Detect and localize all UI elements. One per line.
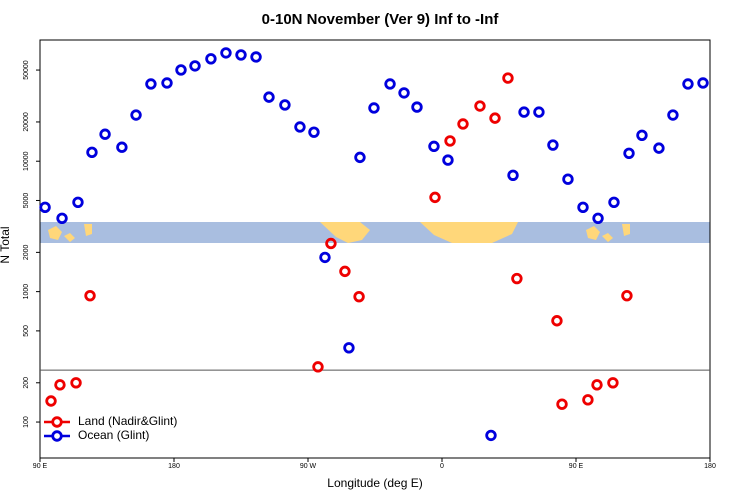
point [489, 112, 501, 124]
y-axis-label: N Total [0, 226, 12, 263]
map-strip [40, 222, 710, 243]
y-tick-label: 10000 [23, 151, 30, 171]
point [608, 196, 620, 209]
y-tick-label: 50000 [23, 60, 30, 80]
point [343, 342, 355, 354]
point [250, 51, 262, 63]
point [547, 139, 559, 151]
point [54, 379, 66, 391]
point [621, 289, 633, 302]
point [130, 109, 142, 121]
point [56, 212, 68, 224]
point [429, 191, 441, 204]
point [116, 141, 128, 153]
point [339, 265, 351, 278]
y-tick-label: 20000 [23, 112, 30, 132]
legend-marker [51, 430, 63, 442]
legend-label: Land (Nadir&Glint) [78, 414, 177, 428]
y-tick-label: 1000 [23, 284, 30, 300]
point [636, 129, 648, 142]
point [518, 106, 530, 118]
point [551, 315, 563, 327]
point [384, 78, 396, 90]
x-tick-label: 90 W [300, 463, 317, 470]
point [325, 237, 337, 250]
point [502, 72, 514, 84]
point [353, 290, 365, 303]
point [99, 128, 111, 140]
point [398, 87, 410, 99]
point [457, 118, 469, 130]
point [511, 272, 523, 285]
point [442, 154, 454, 166]
point [161, 77, 173, 89]
point [220, 47, 232, 59]
point [607, 377, 619, 389]
point [444, 135, 456, 147]
map-ocean [40, 222, 710, 243]
point [70, 377, 82, 389]
point [72, 196, 84, 209]
point [682, 78, 694, 90]
x-tick-label: 180 [704, 463, 716, 470]
y-tick-label: 200 [23, 377, 30, 389]
point [591, 379, 603, 391]
point [263, 91, 275, 103]
point [45, 395, 57, 407]
point [308, 126, 320, 138]
point [319, 251, 331, 264]
x-tick-label: 90 E [33, 463, 48, 470]
point [577, 201, 589, 214]
point [474, 100, 486, 112]
x-axis-label: Longitude (deg E) [327, 476, 422, 490]
point [562, 173, 574, 185]
point [623, 147, 635, 159]
y-tick-label: 5000 [23, 193, 30, 209]
point [84, 289, 96, 302]
point [145, 78, 157, 90]
point [485, 429, 497, 442]
x-tick-label: 0 [440, 463, 444, 470]
map-land [420, 222, 518, 243]
point [592, 212, 604, 224]
map-land [586, 224, 630, 242]
point [697, 77, 709, 89]
point [533, 106, 545, 118]
point [205, 53, 217, 65]
point [354, 151, 366, 164]
legend-label: Ocean (Glint) [78, 428, 149, 442]
point [582, 394, 594, 406]
point [294, 121, 306, 133]
y-tick-label: 100 [23, 416, 30, 428]
plot-frame [39, 39, 711, 459]
point [653, 142, 665, 154]
map-land [320, 222, 370, 243]
y-tick-label: 2000 [23, 244, 30, 260]
map-land [48, 224, 92, 242]
y-tick-label: 500 [23, 325, 30, 337]
x-tick-label: 90 E [569, 463, 584, 470]
point [428, 140, 440, 153]
point [411, 101, 423, 113]
point [667, 109, 679, 121]
point [86, 146, 98, 159]
point [39, 201, 51, 214]
point [556, 398, 568, 410]
x-tick-label: 180 [168, 463, 180, 470]
point [175, 64, 187, 76]
point [235, 49, 247, 61]
point [368, 102, 380, 114]
point [189, 60, 201, 72]
chart-title: 0-10N November (Ver 9) Inf to -Inf [262, 11, 500, 28]
point [507, 169, 519, 181]
point [279, 99, 291, 111]
point [312, 361, 324, 373]
legend-marker [51, 416, 63, 428]
